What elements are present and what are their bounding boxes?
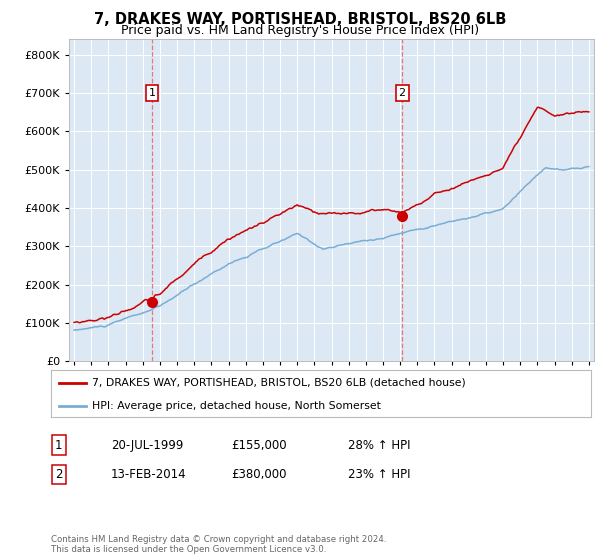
Text: 20-JUL-1999: 20-JUL-1999 <box>111 438 184 452</box>
Text: 2: 2 <box>398 88 406 98</box>
Text: Contains HM Land Registry data © Crown copyright and database right 2024.
This d: Contains HM Land Registry data © Crown c… <box>51 535 386 554</box>
Text: 13-FEB-2014: 13-FEB-2014 <box>111 468 187 481</box>
Text: 23% ↑ HPI: 23% ↑ HPI <box>348 468 410 481</box>
Text: 1: 1 <box>55 438 62 452</box>
Text: 2: 2 <box>55 468 62 481</box>
Text: £380,000: £380,000 <box>231 468 287 481</box>
Text: £155,000: £155,000 <box>231 438 287 452</box>
Text: 7, DRAKES WAY, PORTISHEAD, BRISTOL, BS20 6LB (detached house): 7, DRAKES WAY, PORTISHEAD, BRISTOL, BS20… <box>91 378 465 388</box>
Text: 1: 1 <box>149 88 156 98</box>
Text: Price paid vs. HM Land Registry's House Price Index (HPI): Price paid vs. HM Land Registry's House … <box>121 24 479 37</box>
Text: 7, DRAKES WAY, PORTISHEAD, BRISTOL, BS20 6LB: 7, DRAKES WAY, PORTISHEAD, BRISTOL, BS20… <box>94 12 506 27</box>
Text: 28% ↑ HPI: 28% ↑ HPI <box>348 438 410 452</box>
Text: HPI: Average price, detached house, North Somerset: HPI: Average price, detached house, Nort… <box>91 401 380 411</box>
